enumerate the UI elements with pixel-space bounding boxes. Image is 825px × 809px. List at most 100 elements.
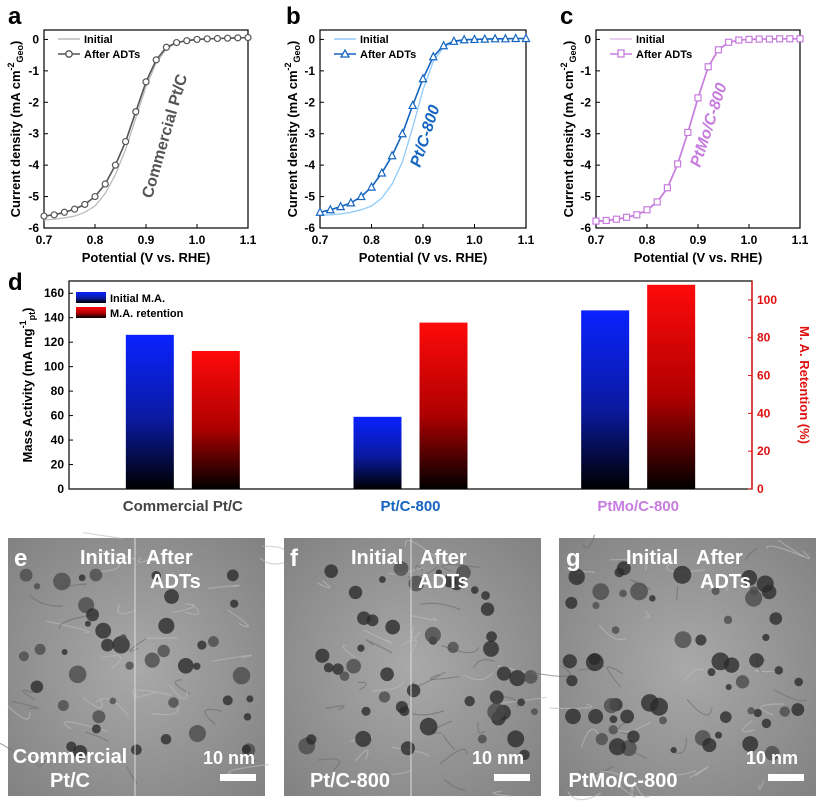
lattice-fringe bbox=[83, 532, 123, 540]
lattice-fringe bbox=[673, 770, 697, 776]
nanoparticle bbox=[616, 561, 631, 576]
lattice-fringe bbox=[401, 639, 418, 652]
nanoparticle bbox=[357, 644, 365, 652]
y-axis-label-sub: pt bbox=[27, 312, 37, 321]
data-point bbox=[40, 212, 48, 220]
nanoparticle bbox=[144, 652, 160, 668]
nanoparticle bbox=[315, 648, 330, 663]
nanoparticle bbox=[177, 657, 194, 674]
lattice-fringe bbox=[212, 654, 253, 662]
lattice-fringe bbox=[410, 614, 437, 621]
chart-panel-a: 0 -1 -2 -3 -4 -5 -6 0.7 0.8 0.9 1.0 1.1 Potential … bbox=[6, 29, 257, 265]
data-point bbox=[735, 36, 743, 44]
category-label-group: Commercial Pt/C Pt/C-800 PtMo/C-800 bbox=[123, 498, 679, 515]
y-tick-label: 120 bbox=[44, 335, 64, 349]
y2-axis-label: M. A. Retention (%) bbox=[797, 326, 812, 444]
data-point bbox=[132, 108, 140, 116]
nanoparticle bbox=[507, 730, 525, 748]
nanoparticle bbox=[306, 734, 317, 745]
data-point bbox=[142, 78, 150, 86]
nanoparticle bbox=[447, 641, 459, 654]
legend-ma-retention: M.A. retention bbox=[110, 308, 184, 320]
nanoparticle bbox=[761, 718, 772, 729]
y-tick-group: 0 -1 -2 -3 -4 -5 -6 bbox=[580, 32, 600, 235]
nanoparticle bbox=[208, 636, 219, 647]
nanoparticle bbox=[355, 730, 372, 747]
data-point bbox=[336, 201, 346, 211]
nanoparticle bbox=[33, 583, 41, 590]
chart-panel-c: 0 -1 -2 -3 -4 -5 -6 0.7 0.8 0.9 1.0 1.1 Potential … bbox=[559, 29, 809, 265]
y-tick-label: 0 bbox=[57, 482, 64, 496]
nanoparticles bbox=[530, 534, 810, 801]
scale-bar-label: 10 nm bbox=[203, 748, 255, 768]
lattice-fringe bbox=[439, 748, 468, 765]
data-point bbox=[60, 208, 69, 216]
nanoparticle bbox=[393, 561, 409, 576]
nanoparticle bbox=[562, 654, 577, 669]
lattice-fringe bbox=[755, 668, 776, 673]
nanoparticle bbox=[378, 691, 391, 703]
nanoparticle bbox=[481, 591, 490, 600]
nanoparticle bbox=[483, 640, 500, 657]
nanoparticle bbox=[565, 596, 578, 609]
y-axis-label-close: ) bbox=[20, 308, 35, 312]
nanoparticle bbox=[395, 701, 408, 714]
chart-panel-d: 0 20 40 60 80 100 120 140 160 0 20 40 60 80 100 Comme… bbox=[18, 280, 812, 515]
initial-label: Initial bbox=[626, 547, 678, 569]
x-tick-label: 0.7 bbox=[588, 233, 605, 247]
lattice-fringe bbox=[365, 639, 393, 654]
y-tick-label: -1 bbox=[580, 64, 591, 78]
nanoparticle bbox=[379, 576, 386, 583]
y2-tick-group: 0 20 40 60 80 100 bbox=[748, 281, 777, 496]
bar-ma-retention bbox=[419, 322, 468, 489]
lattice-fringe bbox=[766, 545, 805, 558]
nanoparticle bbox=[496, 666, 512, 681]
nanoparticle bbox=[222, 695, 233, 706]
lattice-fringe bbox=[666, 559, 705, 573]
nanoparticle bbox=[366, 614, 379, 627]
y-tick-label: 160 bbox=[44, 286, 64, 300]
nanoparticle bbox=[753, 708, 762, 718]
lattice-fringe bbox=[578, 765, 614, 775]
legend-after: After ADTs bbox=[360, 49, 416, 61]
nanoparticle bbox=[68, 665, 87, 684]
category-label: Commercial Pt/C bbox=[123, 498, 243, 515]
legend-initial: Initial bbox=[636, 34, 665, 46]
x-tick-label: 1.1 bbox=[518, 233, 535, 247]
x-tick-label: 0.7 bbox=[36, 233, 53, 247]
data-point bbox=[439, 40, 449, 50]
x-tick-label: 1.0 bbox=[466, 233, 483, 247]
nanoparticle bbox=[380, 667, 394, 682]
nanoparticle bbox=[592, 583, 610, 600]
after-label: After bbox=[420, 547, 467, 569]
lattice-fringe bbox=[22, 689, 36, 701]
bar-group bbox=[125, 284, 696, 489]
y-tick-label: -6 bbox=[304, 221, 315, 235]
nanoparticle bbox=[608, 725, 619, 735]
nanoparticle bbox=[627, 730, 640, 743]
data-point bbox=[714, 46, 723, 54]
lattice-fringe bbox=[317, 758, 341, 771]
y-tick-label: 60 bbox=[51, 409, 65, 423]
data-point bbox=[500, 33, 510, 43]
lattice-fringe bbox=[354, 749, 369, 762]
nanoparticles bbox=[298, 539, 547, 797]
lattice-fringe bbox=[25, 755, 55, 762]
y-axis-label: Current density (mA cm-2Geo) bbox=[6, 41, 25, 218]
nanoparticle bbox=[670, 747, 677, 754]
lattice-fringe bbox=[208, 584, 240, 589]
curves bbox=[315, 33, 531, 217]
data-point bbox=[111, 161, 120, 169]
legend-initial-ma: Initial M.A. bbox=[110, 293, 165, 305]
y-tick-label: 100 bbox=[44, 360, 64, 374]
nanoparticle bbox=[725, 684, 732, 691]
nanoparticle bbox=[592, 601, 600, 610]
lattice-fringe bbox=[675, 585, 679, 601]
nanoparticle bbox=[112, 636, 130, 654]
nanoparticle bbox=[91, 724, 101, 734]
data-point bbox=[203, 35, 211, 43]
nanoparticle bbox=[408, 575, 425, 592]
legend-swatch-blue bbox=[76, 292, 106, 303]
data-point bbox=[101, 180, 109, 188]
nanoparticle bbox=[741, 570, 758, 586]
